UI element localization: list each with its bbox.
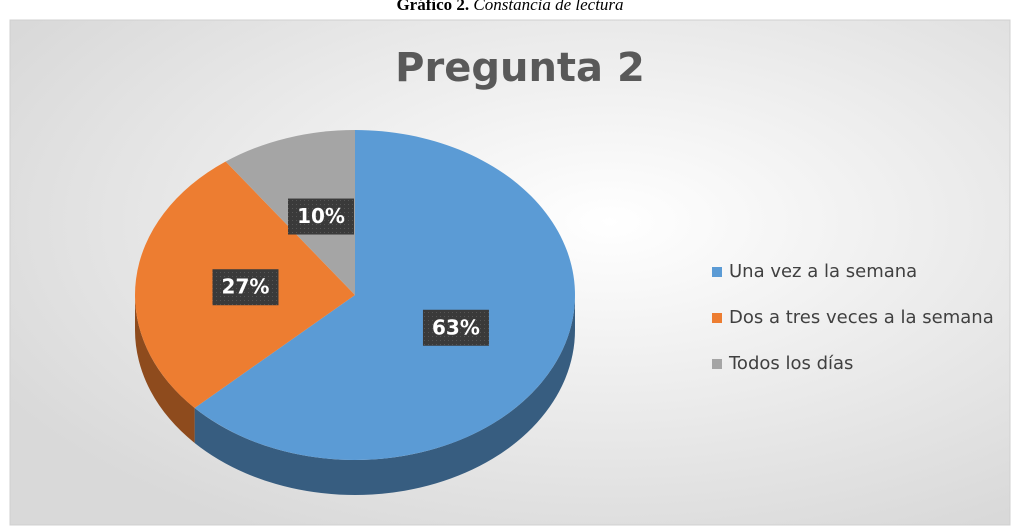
data-label-box	[422, 309, 489, 346]
legend: Una vez a la semana Dos a tres veces a la…	[712, 261, 994, 374]
legend-swatch	[712, 267, 722, 277]
legend-swatch	[712, 313, 722, 323]
slice-side	[135, 295, 195, 443]
pie	[134, 130, 576, 495]
data-label: 63%	[432, 315, 480, 339]
legend-label: Una vez a la semana	[729, 261, 917, 282]
caption-text: Constancia de lectura	[473, 0, 623, 14]
slice	[194, 130, 576, 460]
caption: Gráfico 2. Constancia de lectura	[396, 0, 623, 14]
legend-label: Dos a tres veces a la semana	[729, 307, 994, 328]
caption-label: Gráfico 2.	[396, 0, 469, 14]
data-labels: 63% 27% 10%	[212, 198, 489, 346]
data-label-box	[212, 269, 279, 306]
data-label: 27%	[222, 275, 270, 299]
legend-label: Todos los días	[728, 353, 853, 374]
legend-swatch	[712, 359, 722, 369]
data-label-box	[288, 198, 355, 235]
data-label: 10%	[297, 204, 345, 228]
slice-side	[194, 295, 576, 495]
chart-title: Pregunta 2	[395, 45, 645, 91]
